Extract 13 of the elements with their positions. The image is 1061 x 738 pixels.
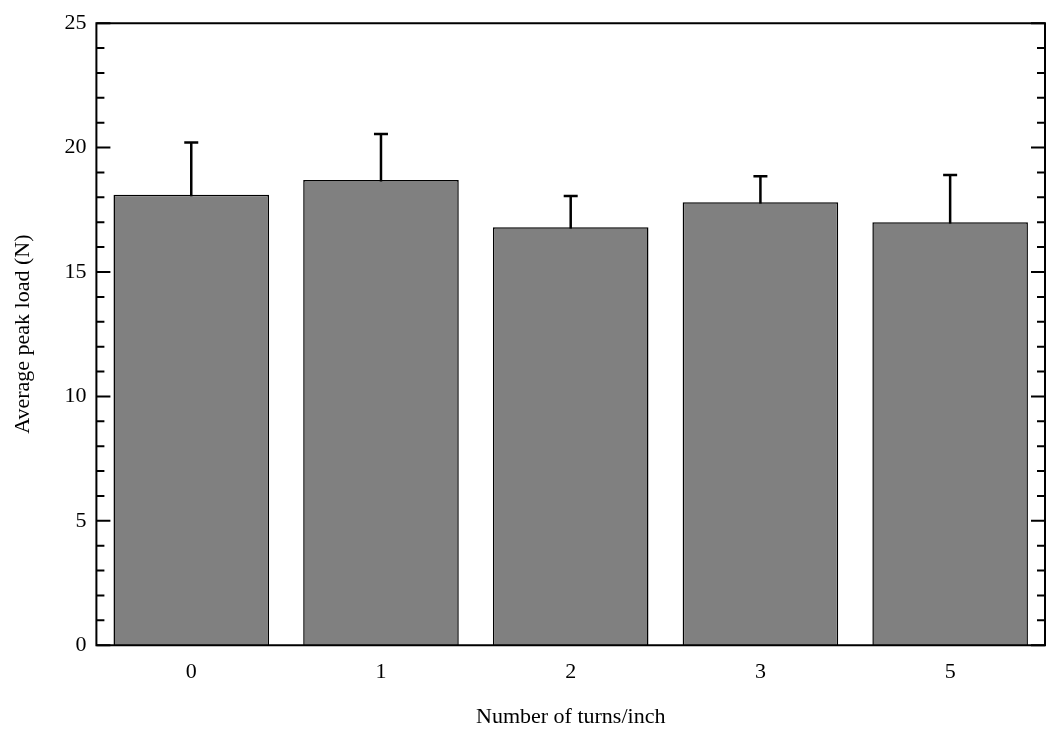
y-tick-label: 5 (75, 506, 87, 532)
x-tick-label: 0 (185, 658, 197, 684)
x-tick-label: 1 (375, 658, 387, 684)
y-tick-label: 15 (64, 257, 87, 283)
y-tick-label: 0 (75, 630, 87, 656)
x-tick-label: 2 (565, 658, 577, 684)
y-tick-label: 25 (64, 8, 87, 34)
y-tick-label: 20 (64, 133, 87, 159)
x-tick-label: 5 (944, 658, 956, 684)
x-axis-title: Number of turns/inch (476, 702, 666, 728)
x-tick-label: 3 (754, 658, 766, 684)
y-axis-title: Average peak load (N) (8, 234, 34, 434)
y-tick-label: 10 (64, 382, 87, 408)
